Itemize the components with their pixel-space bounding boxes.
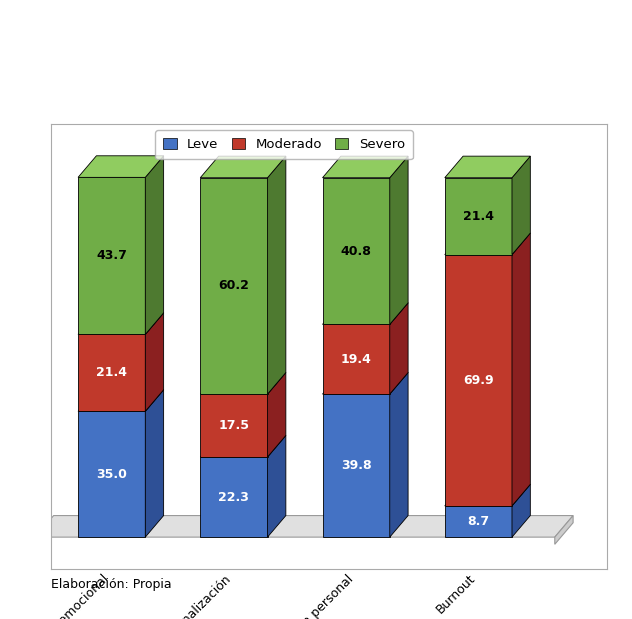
Bar	[78, 334, 145, 412]
Polygon shape	[145, 156, 164, 334]
Polygon shape	[322, 373, 408, 394]
Text: 60.2: 60.2	[219, 279, 250, 292]
Bar	[322, 324, 390, 394]
Polygon shape	[445, 156, 530, 178]
Bar	[445, 506, 512, 537]
Text: 22.3: 22.3	[219, 490, 250, 504]
Bar	[322, 178, 390, 324]
Polygon shape	[267, 156, 286, 394]
Polygon shape	[512, 156, 530, 254]
Polygon shape	[78, 313, 164, 334]
Polygon shape	[390, 156, 408, 324]
Text: 17.5: 17.5	[219, 419, 250, 432]
Bar	[445, 178, 512, 254]
Bar	[200, 457, 267, 537]
Polygon shape	[200, 373, 286, 394]
Bar	[200, 178, 267, 394]
Polygon shape	[512, 233, 530, 506]
Polygon shape	[267, 435, 286, 537]
Text: 21.4: 21.4	[96, 366, 127, 379]
Text: 39.8: 39.8	[341, 459, 372, 472]
Polygon shape	[390, 303, 408, 394]
Bar	[322, 394, 390, 537]
Text: 21.4: 21.4	[463, 210, 494, 223]
Polygon shape	[200, 156, 286, 178]
Text: 35.0: 35.0	[96, 468, 127, 481]
Polygon shape	[322, 303, 408, 324]
Bar	[200, 394, 267, 457]
Text: 40.8: 40.8	[341, 245, 372, 258]
Polygon shape	[35, 516, 573, 537]
Polygon shape	[555, 516, 573, 544]
Text: 19.4: 19.4	[341, 353, 372, 366]
Polygon shape	[145, 313, 164, 412]
Legend: Leve, Moderado, Severo: Leve, Moderado, Severo	[155, 131, 413, 159]
Polygon shape	[200, 435, 286, 457]
Bar	[78, 178, 145, 334]
Polygon shape	[78, 390, 164, 412]
Text: 69.9: 69.9	[463, 374, 494, 387]
Text: 43.7: 43.7	[96, 249, 127, 262]
Bar	[445, 254, 512, 506]
Polygon shape	[78, 156, 164, 178]
Polygon shape	[445, 484, 530, 506]
Bar	[78, 412, 145, 537]
Text: Elaboración: Propia: Elaboración: Propia	[51, 578, 171, 592]
Text: 8.7: 8.7	[467, 515, 489, 528]
Polygon shape	[322, 156, 408, 178]
Polygon shape	[390, 373, 408, 537]
Polygon shape	[512, 484, 530, 537]
Polygon shape	[145, 390, 164, 537]
Polygon shape	[267, 373, 286, 457]
Polygon shape	[445, 233, 530, 254]
